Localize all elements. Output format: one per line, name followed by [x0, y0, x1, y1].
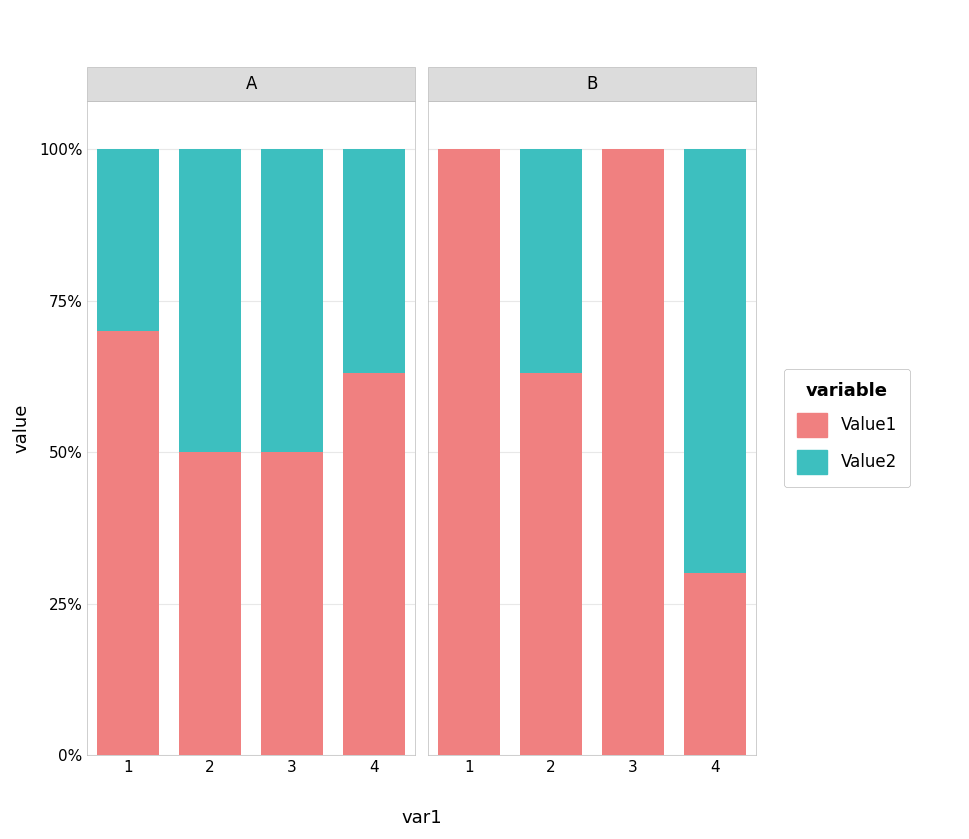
Bar [98, 149, 159, 331]
Legend: Value1, Value2: Value1, Value2 [784, 368, 910, 487]
Bar [602, 149, 664, 755]
Y-axis label: value: value [13, 404, 30, 452]
Bar [343, 373, 405, 755]
Bar [343, 149, 405, 373]
Text: var1: var1 [401, 809, 442, 827]
Bar [438, 149, 500, 755]
Bar [98, 331, 159, 755]
Bar [520, 373, 581, 755]
Bar [684, 149, 745, 573]
Text: B: B [586, 75, 598, 93]
Bar [520, 149, 581, 373]
Bar [179, 452, 241, 755]
Text: A: A [245, 75, 257, 93]
Bar [684, 573, 745, 755]
Bar [262, 452, 323, 755]
Bar [179, 149, 241, 452]
Bar [262, 149, 323, 452]
